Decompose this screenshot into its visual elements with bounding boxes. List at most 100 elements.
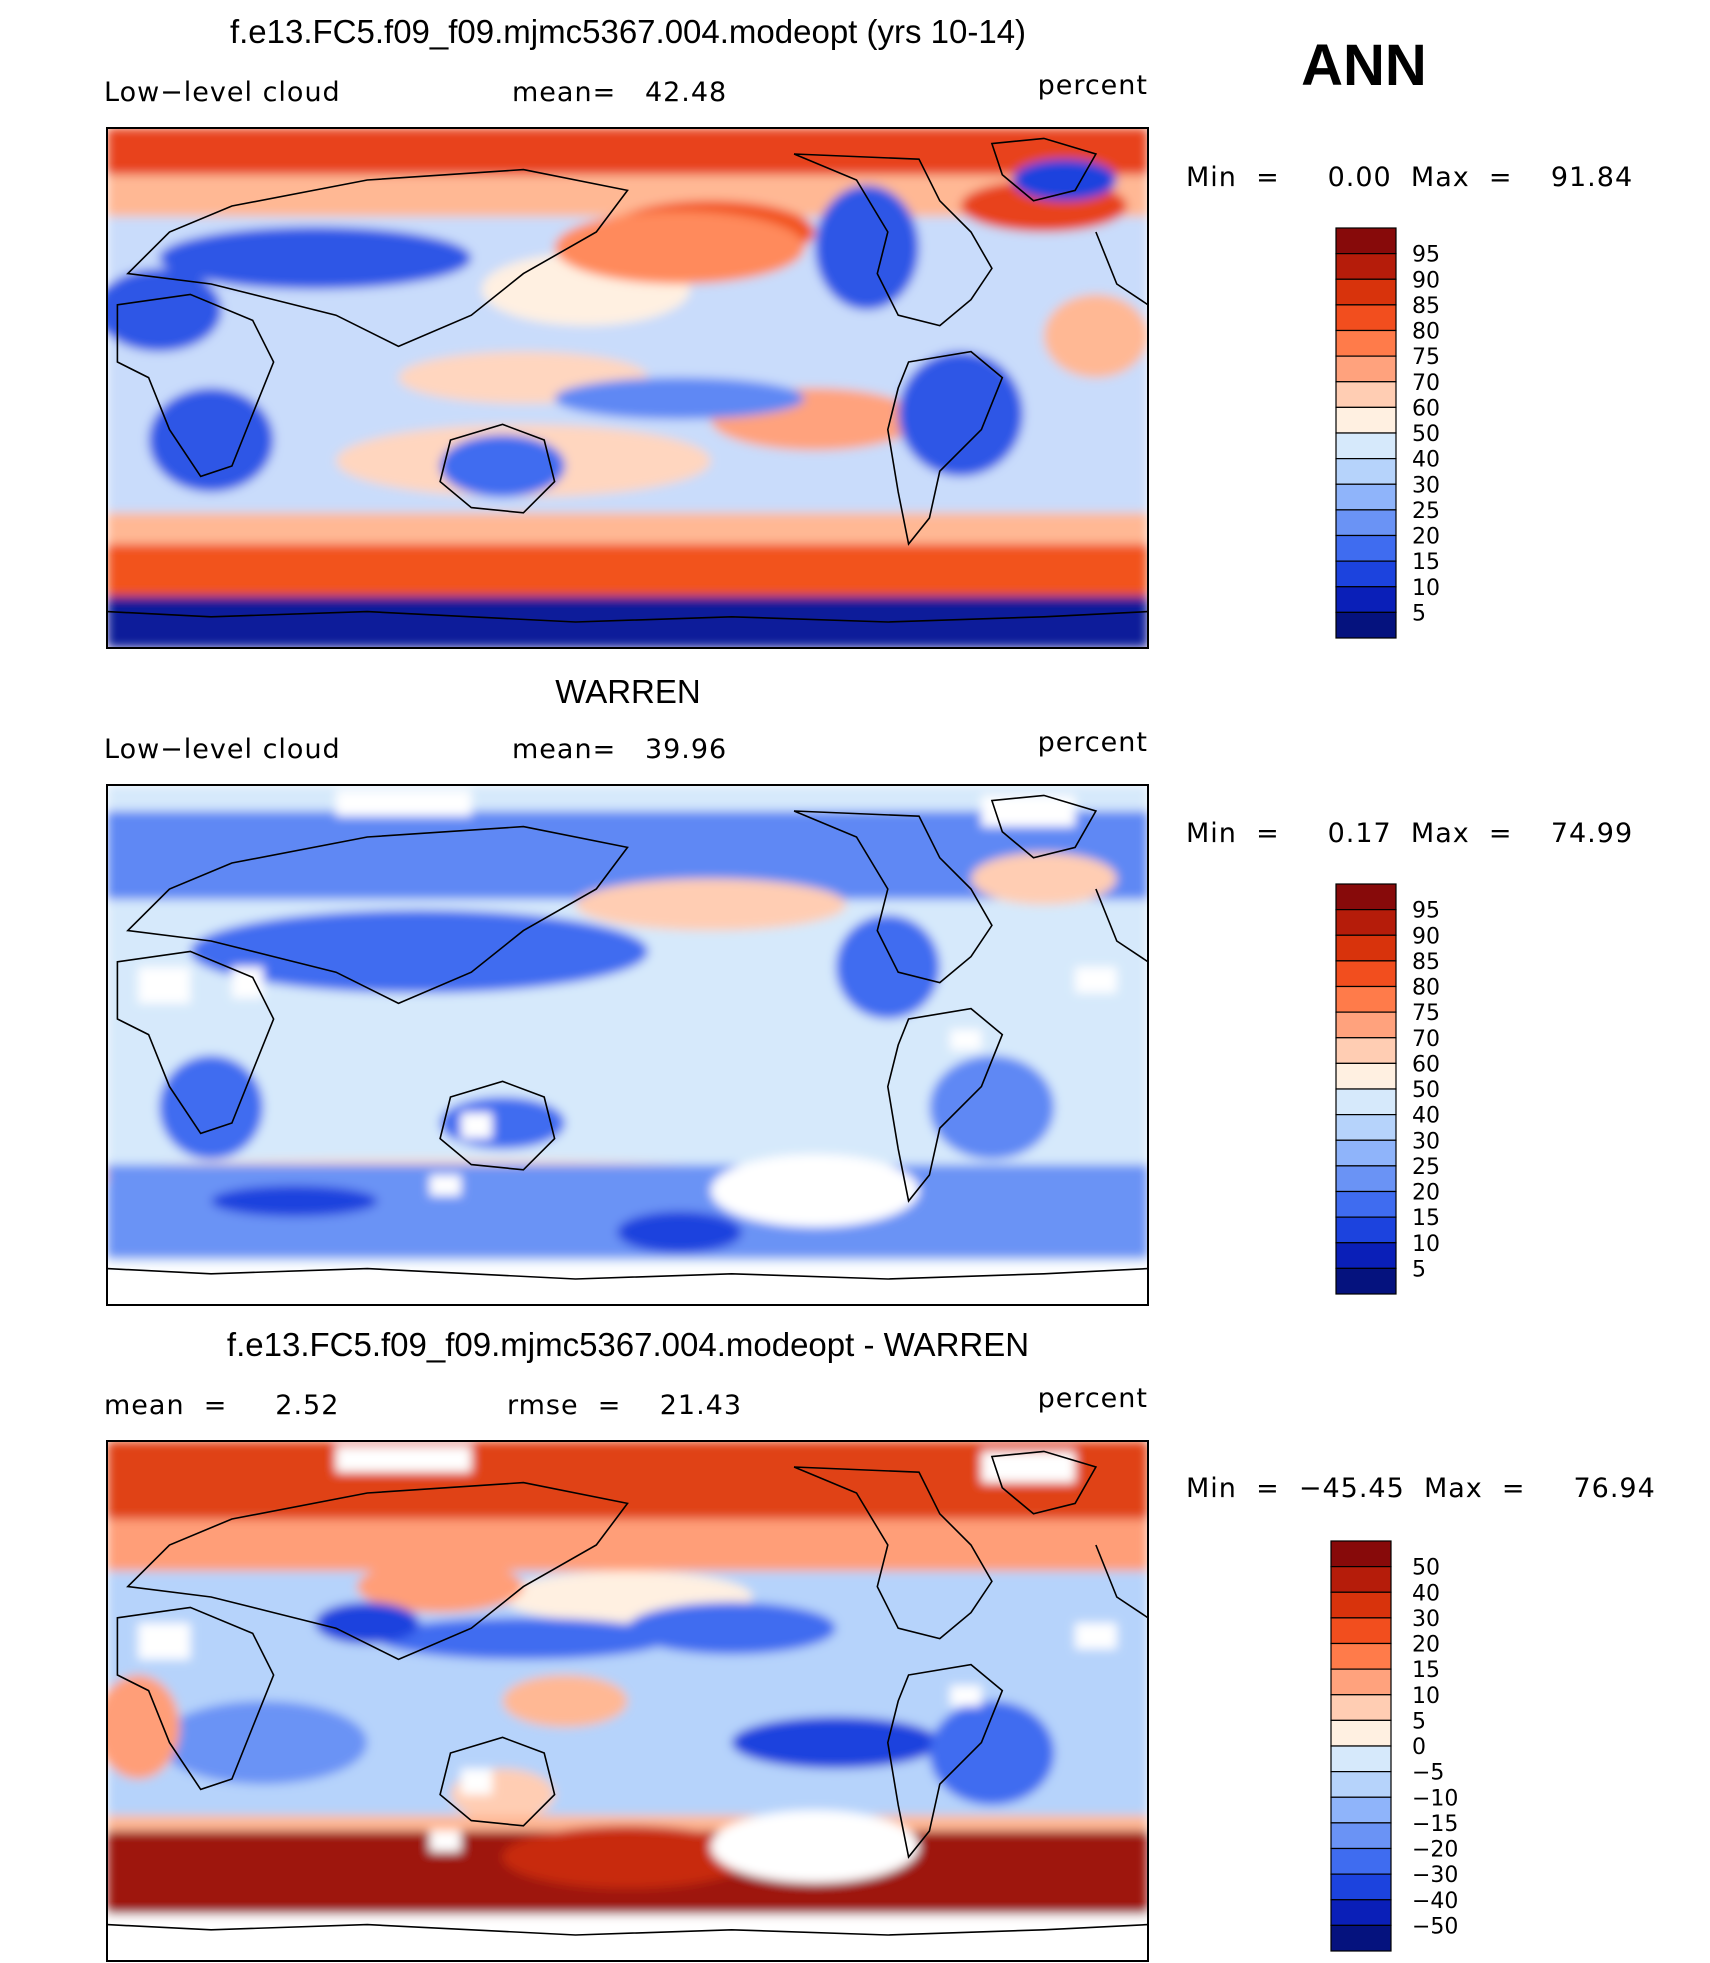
colorbar-swatch: [1335, 883, 1397, 911]
contour-region: [211, 1185, 378, 1217]
contour-region: [159, 1055, 264, 1160]
colorbar-tick-label: 75: [1412, 345, 1440, 370]
contour-region: [336, 1446, 472, 1473]
coastline: [793, 153, 993, 327]
units-label: percent: [1038, 1383, 1148, 1414]
contour-region: [107, 1675, 180, 1779]
panel-title: f.e13.FC5.f09_f09.mjmc5367.004.modeopt (…: [230, 13, 1026, 50]
colorbar-swatch: [1330, 1745, 1392, 1773]
contour-region: [554, 377, 805, 420]
colorbar-swatch: [1330, 1591, 1392, 1619]
colorbar-swatch: [1335, 909, 1397, 936]
coastlines: [107, 137, 1148, 623]
coastline: [1095, 1544, 1148, 1619]
contour-region: [898, 351, 1024, 477]
colorbar-tick-label: −10: [1412, 1786, 1458, 1811]
colorbar-tick-label: 5: [1412, 1257, 1426, 1282]
colorbar-tick-label: −30: [1412, 1863, 1458, 1888]
min-max-label: Min = 0.17 Max = 74.99: [1186, 818, 1633, 849]
colorbar-tick-label: 10: [1412, 576, 1440, 601]
map-observations: [107, 785, 1148, 1305]
colorbar-swatch: [1335, 560, 1397, 588]
contour-region: [617, 1211, 743, 1253]
colorbar-tick-label: 95: [1412, 243, 1440, 268]
contour-region: [107, 596, 1148, 648]
colorbar-tick-label: 75: [1412, 1001, 1440, 1026]
colorbar-tick-label: 10: [1412, 1232, 1440, 1257]
coastline: [116, 1606, 275, 1791]
contour-region: [159, 1701, 368, 1785]
colorbar-tick-label: 50: [1412, 1078, 1440, 1103]
colorbar-tick-label: 90: [1412, 268, 1440, 293]
colorbar-swatch: [1330, 1566, 1392, 1593]
colorbar-swatch: [1335, 1216, 1397, 1244]
colorbar-swatch: [1335, 278, 1397, 306]
colorbar-tick-label: 95: [1412, 899, 1440, 924]
colorbar-tick-label: 15: [1412, 1658, 1440, 1683]
colorbar-tick-label: 70: [1412, 371, 1440, 396]
colorbar-swatch: [1335, 1190, 1397, 1218]
coastline: [886, 1007, 1004, 1203]
map-frame: [106, 784, 1149, 1306]
contour-region: [336, 790, 472, 817]
colorbar-swatch: [1335, 934, 1397, 962]
contour-region: [107, 544, 1148, 596]
colorbar-swatch: [1335, 1037, 1397, 1064]
map-frame: [106, 127, 1149, 649]
units-label: percent: [1038, 727, 1148, 758]
contour-region: [814, 185, 919, 310]
colorbar-tick-label: 85: [1412, 294, 1440, 319]
colorbar-swatch: [1335, 1165, 1397, 1193]
colorbar-swatch: [1335, 1267, 1397, 1295]
colorbar-swatch: [1330, 1719, 1392, 1747]
contour-field: [107, 785, 1148, 1305]
min-max-label: Min = −45.45 Max = 76.94: [1186, 1473, 1656, 1504]
colorbar-swatch: [1330, 1540, 1392, 1568]
contour-region: [440, 434, 566, 498]
colorbar-tick-label: 85: [1412, 950, 1440, 975]
contour-region: [107, 1914, 1148, 1961]
panel-observations: WARREN Low−level cloud mean= 39.96 perce…: [104, 673, 1633, 1306]
colorbar-tick-label: 15: [1412, 1206, 1440, 1231]
contour-region: [107, 512, 1148, 544]
colorbar-tick-label: −5: [1412, 1761, 1444, 1786]
contour-region: [460, 1768, 493, 1795]
colorbar-tick-label: 80: [1412, 976, 1440, 1001]
colorbar-tick-label: 20: [1412, 1181, 1440, 1206]
contour-region: [460, 1112, 493, 1139]
colorbar-swatch: [1330, 1617, 1392, 1645]
panel-title: f.e13.FC5.f09_f09.mjmc5367.004.modeopt -…: [227, 1326, 1029, 1363]
contour-region: [107, 1263, 1148, 1305]
contour-region: [1043, 294, 1148, 378]
colorbar-swatch: [1335, 611, 1397, 639]
contour-region: [107, 128, 1148, 175]
map-difference: [107, 1441, 1148, 1961]
mean-label: mean= 39.96: [512, 734, 727, 765]
colorbar-tick-label: −40: [1412, 1889, 1458, 1914]
coastline: [886, 350, 1004, 546]
colorbar-swatch: [1330, 1796, 1392, 1824]
colorbar-swatch: [1330, 1924, 1392, 1952]
colorbar-tick-label: 30: [1412, 473, 1440, 498]
coastlines: [107, 1450, 1148, 1936]
coastline: [126, 168, 629, 348]
contour-region: [190, 909, 649, 994]
colorbar-swatch: [1335, 509, 1397, 537]
colorbar-tick-label: 60: [1412, 1052, 1440, 1077]
colorbar-swatch: [1335, 1088, 1397, 1116]
colorbar-swatch: [1335, 227, 1397, 255]
contour-region: [107, 268, 222, 352]
mean-label: mean = 2.52: [104, 1390, 339, 1421]
contour-region: [502, 1675, 628, 1727]
colorbar-tick-label: 5: [1412, 601, 1426, 626]
contour-region: [107, 1441, 1148, 1519]
colorbar-tick-label: 70: [1412, 1027, 1440, 1052]
map-frame: [106, 1440, 1149, 1962]
colorbar-tick-label: 20: [1412, 1633, 1440, 1658]
min-max-label: Min = 0.00 Max = 91.84: [1186, 162, 1633, 193]
contour-region: [929, 1055, 1055, 1160]
field-name-label: Low−level cloud: [104, 77, 341, 108]
